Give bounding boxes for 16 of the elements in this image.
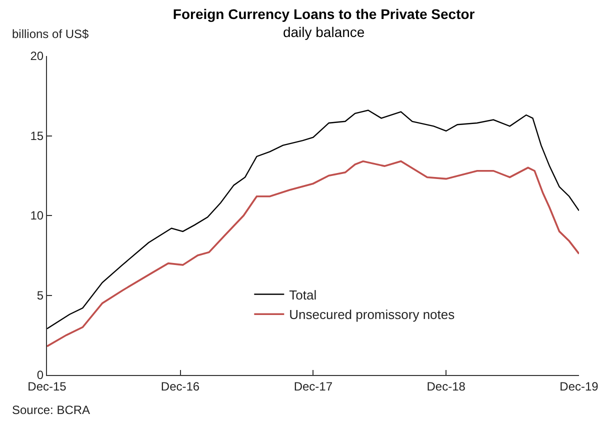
x-tick-label: Dec-17 (294, 379, 333, 394)
source-note: Source: BCRA (12, 403, 90, 417)
x-tick-label: Dec-19 (560, 379, 599, 394)
y-tick-label: 10 (30, 208, 44, 223)
y-axis-title: billions of US$ (12, 27, 90, 41)
y-tick-label: 15 (30, 128, 44, 143)
chart-title: Foreign Currency Loans to the Private Sector (172, 6, 476, 22)
legend-label: Total (289, 287, 317, 302)
y-tick-label: 5 (36, 288, 44, 302)
x-tick-label: Dec-16 (160, 379, 200, 394)
line-series (47, 110, 579, 330)
x-tick-label: Dec-18 (426, 379, 466, 394)
y-tick-label: 20 (30, 49, 44, 64)
line-series (47, 160, 579, 348)
chart-subtitle: daily balance (282, 24, 365, 40)
legend-label: Unsecured promissory notes (289, 307, 456, 322)
